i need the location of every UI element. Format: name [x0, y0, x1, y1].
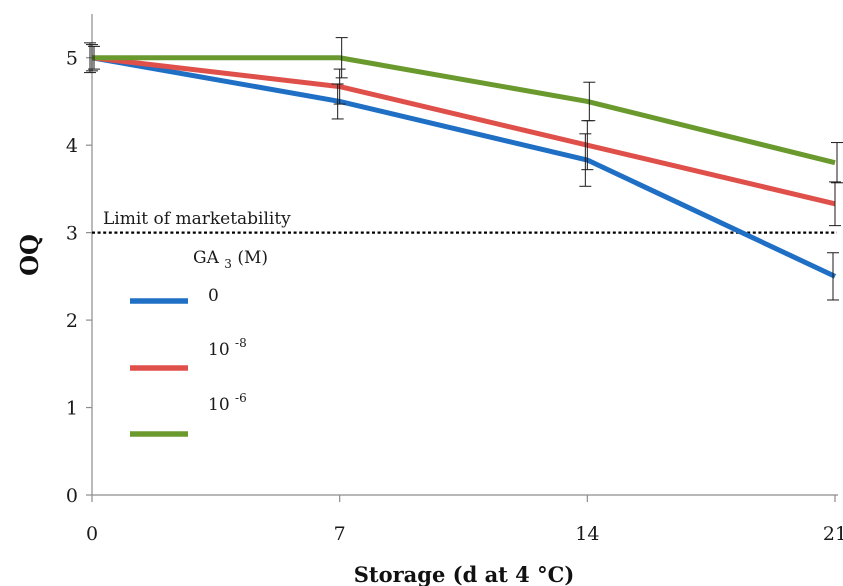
- error-bar-series-0: [331, 83, 344, 120]
- legend-label-series-2-base: 10: [208, 395, 230, 415]
- series-layer: [91, 55, 837, 279]
- marketability-limit-label: Limit of marketability: [103, 209, 291, 229]
- y-tick-label: 3: [66, 223, 78, 245]
- legend-label-series-1: 10 -8: [208, 336, 247, 360]
- error-bar-series-2: [831, 142, 843, 184]
- error-bar-series-1: [333, 68, 346, 105]
- x-tick-label: 14: [575, 523, 599, 545]
- legend-label-series-2-exp: -6: [235, 391, 247, 405]
- legend-title-sub: 3: [224, 257, 232, 271]
- legend-title-main: GA: [193, 248, 220, 268]
- x-tick-label: 7: [334, 523, 346, 545]
- legend-label-series-2: 10 -6: [208, 391, 247, 415]
- y-tick-label: 4: [66, 135, 78, 157]
- legend-label-series-1-exp: -8: [235, 336, 247, 350]
- y-axis-title: OQ: [15, 234, 44, 276]
- y-tick-label: 2: [66, 310, 78, 332]
- series-line-2: [92, 55, 836, 166]
- x-axis-title: Storage (d at 4 °C): [354, 562, 575, 586]
- legend: GA 3 (M) 0 10 -8 10 -6: [130, 248, 268, 437]
- error-bar-series-1: [829, 181, 841, 227]
- error-bar-series-0: [827, 252, 839, 301]
- error-bars: [84, 37, 843, 301]
- legend-label-series-0: 0: [208, 286, 219, 306]
- y-tick-label: 0: [66, 485, 78, 507]
- error-bar-series-1: [86, 44, 98, 72]
- error-bar-series-2: [583, 81, 596, 122]
- x-ticks: 0 7 14 21: [86, 495, 843, 545]
- reference-line-group: Limit of marketability: [92, 209, 837, 234]
- legend-title: GA 3 (M): [193, 248, 268, 273]
- error-bar-series-0: [579, 133, 592, 187]
- y-ticks: 0 1 2 3 4 5: [66, 48, 92, 507]
- error-bar-series-0: [84, 42, 96, 74]
- x-tick-label: 0: [86, 523, 98, 545]
- legend-title-unit: (M): [237, 248, 268, 268]
- error-bar-series-2: [88, 45, 100, 70]
- error-bar-series-2: [335, 37, 348, 79]
- y-tick-label: 1: [66, 398, 78, 420]
- series-line-0: [91, 55, 837, 279]
- y-tick-label: 5: [66, 48, 78, 70]
- legend-label-series-1-base: 10: [208, 340, 230, 360]
- series-line-1: [91, 55, 836, 207]
- x-tick-label: 21: [823, 523, 843, 545]
